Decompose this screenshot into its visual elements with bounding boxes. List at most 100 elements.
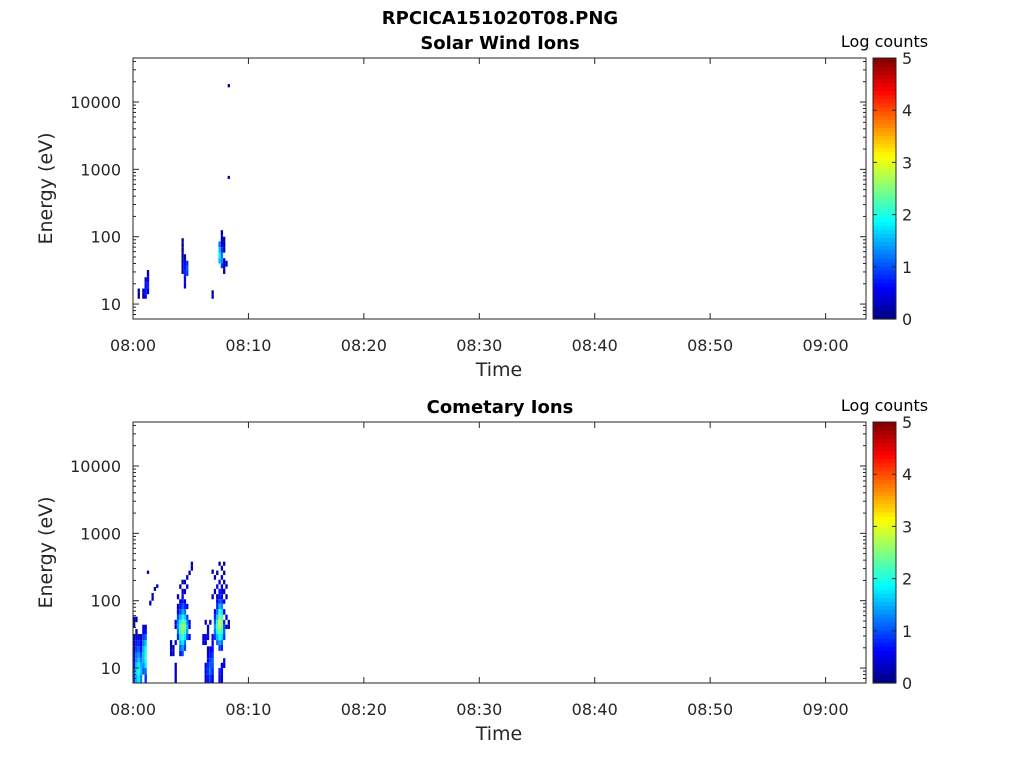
heatmap-cell (137, 674, 140, 683)
colorbar-segment (873, 430, 896, 435)
heatmap-cell (213, 609, 217, 615)
heatmap-cell (142, 640, 145, 647)
heatmap-cell (179, 624, 182, 630)
colorbar-segment (873, 658, 896, 664)
colorbar-segment (873, 495, 896, 501)
colorbar-segment (873, 422, 896, 427)
heatmap-cell (206, 634, 210, 641)
heatmap-cell (139, 658, 143, 663)
colorbar-segment (873, 642, 896, 647)
colorbar-segment (873, 164, 896, 169)
heatmap-cell (181, 258, 184, 264)
heatmap-cell (183, 603, 187, 610)
colorbar-segment (873, 674, 896, 680)
heatmap-cell (174, 640, 177, 645)
colorbar-segment (873, 499, 896, 505)
y-tick-label: 1000 (80, 524, 121, 543)
heatmap-cell (220, 588, 224, 595)
heatmap-cell (186, 265, 189, 271)
panel-1: 08:00 08:10 08:20 08:30 08:40 08:50 09:0010100… (35, 32, 928, 381)
plot-area (133, 58, 866, 319)
heatmap-cell (137, 640, 140, 647)
heatmap-cell (218, 644, 221, 651)
heatmap-cell (223, 579, 226, 585)
heatmap-cell (220, 575, 224, 580)
colorbar-tick-label: 2 (902, 206, 912, 225)
heatmap-cell (218, 619, 221, 625)
heatmap-cell (220, 247, 224, 253)
colorbar-segment (873, 314, 896, 320)
heatmap-cell (186, 270, 189, 277)
heatmap-cell (144, 674, 147, 683)
heatmap-cell (144, 634, 147, 641)
colorbar-segment (873, 621, 896, 627)
heatmap-cell (142, 652, 145, 659)
colorbar-segment (873, 102, 896, 108)
heatmap-cell (220, 594, 224, 600)
colorbar-segment (873, 188, 896, 194)
heatmap-cell (211, 594, 214, 600)
heatmap-cell (181, 624, 184, 630)
heatmap-cell (186, 260, 189, 266)
colorbar-segment (873, 229, 896, 234)
heatmap-cell (213, 614, 217, 620)
colorbar-segment (873, 544, 896, 550)
heatmap-cell (216, 599, 219, 604)
heatmap-cell (142, 292, 145, 299)
heatmap-cell (176, 634, 180, 641)
heatmap-cell (137, 292, 140, 299)
colorbar-segment (873, 294, 896, 300)
heatmap-cell (144, 624, 147, 630)
colorbar-segment (873, 646, 896, 651)
axes-frame (132, 57, 867, 320)
heatmap-cell (135, 662, 138, 669)
x-tick-label: 08:30 (456, 336, 502, 355)
heatmap-cell (227, 619, 230, 625)
colorbar-segment (873, 426, 896, 431)
colorbar-segment (873, 638, 896, 643)
heatmap-cell (223, 624, 226, 630)
colorbar-segment (873, 151, 896, 157)
heatmap-cell (181, 594, 184, 600)
heatmap-cell (216, 629, 219, 635)
heatmap-cell (211, 662, 214, 669)
heatmap-cell (223, 263, 226, 269)
heatmap-cell (181, 588, 184, 595)
heatmap-cell (218, 603, 221, 610)
colorbar-segment (873, 192, 896, 198)
heatmap-cell (183, 588, 187, 595)
heatmap-cell (213, 629, 217, 635)
heatmap-cell (179, 603, 182, 610)
heatmap-cell (211, 640, 214, 647)
y-tick-label: 10 (101, 295, 121, 314)
colorbar-tick-label: 4 (902, 101, 912, 120)
colorbar-segment (873, 184, 896, 190)
heatmap-cell (142, 658, 145, 663)
heatmap-cell (211, 674, 214, 683)
heatmap-cell (206, 624, 210, 630)
heatmap-cell (211, 634, 214, 641)
heatmap-cell (206, 658, 210, 663)
heatmap-cell (142, 288, 145, 293)
colorbar-segment (873, 470, 896, 476)
colorbar-segment (873, 654, 896, 660)
colorbar-segment (873, 245, 896, 251)
colorbar-segment (873, 180, 896, 186)
heatmap-cell (179, 640, 182, 645)
y-tick-label: 10 (101, 659, 121, 678)
heatmap-cell (183, 640, 187, 645)
colorbar-segment (873, 176, 896, 181)
heatmap-cell (135, 652, 138, 659)
heatmap-cell (144, 662, 147, 669)
heatmap-cell (209, 646, 212, 653)
colorbar-segment (873, 70, 896, 75)
heatmap-cell (216, 624, 219, 630)
colorbar-segment (873, 585, 896, 590)
colorbar-segment (873, 466, 896, 472)
colorbar-segment (873, 98, 896, 104)
heatmap-cell (213, 588, 217, 595)
heatmap-cell (183, 260, 187, 266)
colorbar-segment (873, 86, 896, 92)
heatmap-cell (176, 603, 180, 610)
colorbar-segment (873, 523, 896, 529)
